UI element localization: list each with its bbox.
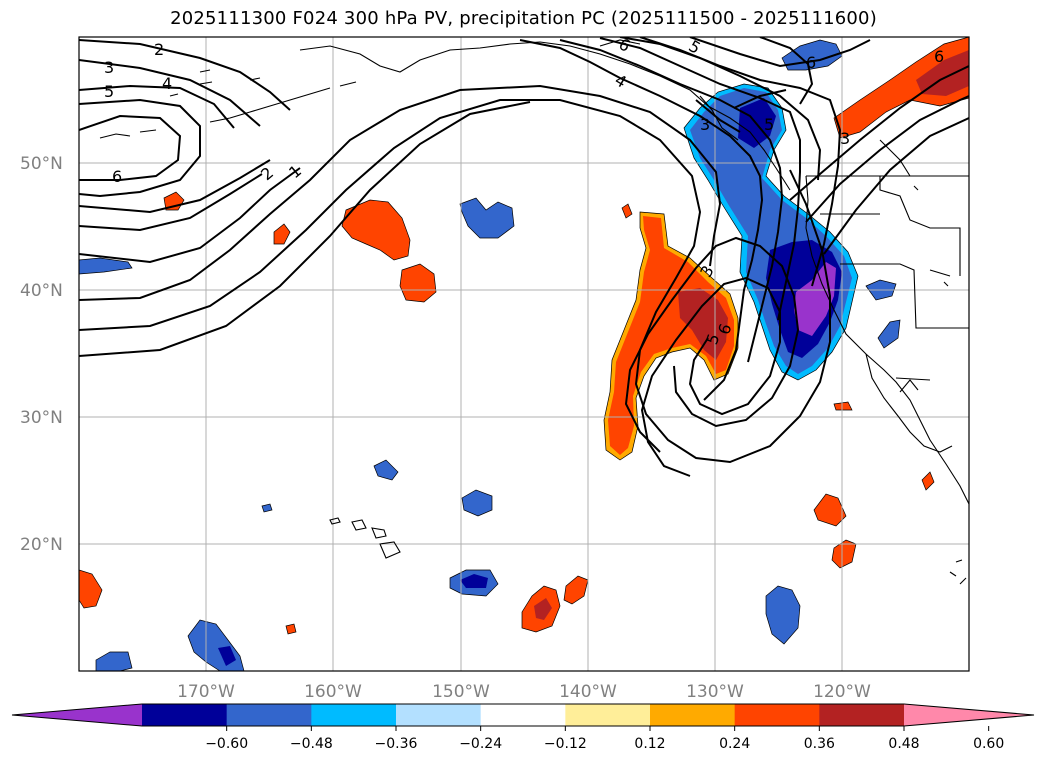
precip-blob-baja-3: [833, 401, 853, 411]
precip-blob-baja-2: [831, 539, 857, 569]
map-plot-area: [79, 37, 969, 671]
precip-plume-northeast: [833, 37, 969, 139]
contour-label: 3: [104, 58, 114, 77]
precip-plume-northeast-dark: [916, 50, 969, 96]
colorbar-tick-label: −0.60: [205, 736, 248, 752]
colorbar-segment: [480, 704, 566, 726]
precip-blob-south-2: [563, 575, 589, 605]
colorbar-segment: [311, 704, 397, 726]
contour-label: 6: [806, 53, 816, 72]
lon-label-170w: 170°W: [177, 682, 235, 702]
colorbar-segment: [734, 704, 820, 726]
colorbar-segment: [396, 704, 482, 726]
map-title: 2025111300 F024 300 hPa PV, precipitatio…: [170, 8, 877, 29]
lat-label-40: 40°N: [20, 281, 63, 301]
colorbar-tick-label: −0.48: [290, 736, 333, 752]
precip-blob-south-1-dark: [534, 598, 552, 620]
precip-blob-small-3: [621, 203, 633, 219]
lon-label-150w: 150°W: [432, 682, 490, 702]
precip-blob-baja-1: [813, 493, 847, 527]
colorbar-extension-high: [904, 704, 1034, 726]
contour-label: 6: [112, 167, 122, 186]
precip-blob-south-blue-2: [461, 489, 493, 517]
precip-plume-central-core: [608, 216, 734, 455]
colorbar-segment: [819, 704, 905, 726]
colorbar-tick-label: 0.24: [719, 736, 750, 752]
contour-label: 4: [162, 74, 172, 93]
colorbar-tick-label: −0.12: [544, 736, 587, 752]
precip-blob-south-blue-6: [95, 651, 133, 671]
precip-blob-east-2: [877, 319, 901, 349]
lat-label-30: 30°N: [20, 408, 63, 428]
lon-label-120w: 120°W: [813, 682, 871, 702]
pv-contours: [79, 37, 969, 477]
precip-blob-westedge-blue: [79, 257, 133, 275]
lon-label-140w: 140°W: [559, 682, 617, 702]
colorbar-segment: [142, 704, 228, 726]
coastlines: [99, 39, 969, 585]
precip-blob-westedge: [79, 569, 103, 609]
lat-label-50: 50°N: [20, 154, 63, 174]
colorbar-segment: [650, 704, 736, 726]
colorbar-tick-label: 0.60: [973, 736, 1004, 752]
precip-band-westcoast-purple: [794, 262, 836, 336]
precip-blob-tiny: [285, 623, 297, 635]
precip-positive-anomalies: [79, 37, 969, 635]
colorbar-outline: [11, 703, 1035, 727]
contour-label: 5: [764, 115, 774, 134]
precip-blob-south-blue-1: [373, 459, 399, 481]
precip-blob-mid-2: [399, 263, 437, 303]
colorbar-tick-label: 0.48: [888, 736, 919, 752]
precip-blob-south-blue-5-navy: [218, 646, 236, 666]
precip-blob-mid-blue: [459, 197, 515, 239]
precip-blob-small-2: [273, 223, 291, 245]
colorbar-tick-label: 0.36: [804, 736, 835, 752]
contour-label: 2: [154, 40, 164, 59]
contour-label: 3: [840, 129, 850, 148]
colorbar-tick-label: −0.36: [375, 736, 418, 752]
colorbar-segment: [226, 704, 312, 726]
lon-label-160w: 160°W: [304, 682, 362, 702]
colorbar-segment: [565, 704, 651, 726]
colorbar-tick-label: −0.24: [459, 736, 502, 752]
colorbar: −0.60 −0.48 −0.36 −0.24 −0.12 0.12 0.24 0.36 0.4…: [11, 703, 1035, 752]
graticule: [79, 37, 969, 671]
contour-label: 3: [700, 115, 710, 134]
precip-blob-south-blue-4: [765, 585, 801, 645]
contour-label: 6: [934, 47, 944, 66]
colorbar-tick-label: 0.12: [634, 736, 665, 752]
colorbar-extension-low: [12, 704, 142, 726]
precip-blob-tiny-blue: [261, 503, 273, 513]
map-frame: [78, 36, 970, 672]
precip-negative-anomalies: [79, 39, 901, 671]
precip-blob-mexico: [921, 471, 935, 491]
lat-label-20: 20°N: [20, 535, 63, 555]
precip-blob-south-blue-3-navy: [460, 574, 488, 588]
contour-label: 5: [104, 82, 114, 101]
lon-label-130w: 130°W: [686, 682, 744, 702]
precip-blob-mid-1: [341, 199, 411, 261]
